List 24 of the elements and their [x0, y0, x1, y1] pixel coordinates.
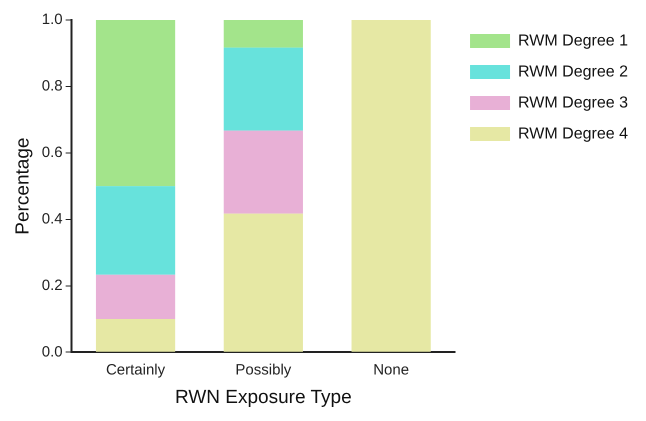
bar	[224, 214, 303, 352]
bar	[96, 274, 176, 319]
legend-label: RWM Degree 4	[518, 125, 628, 142]
x-tick-label: Possibly	[235, 361, 292, 378]
y-axis-title: Percentage	[12, 138, 34, 235]
y-tick-label: 0.4	[42, 210, 63, 228]
legend-label: RWM Degree 2	[518, 63, 628, 80]
bar	[96, 20, 176, 186]
y-tick-label: 0.0	[42, 343, 63, 360]
bar	[352, 20, 431, 352]
x-tick-label: None	[373, 361, 410, 378]
x-tick-label: Certainly	[106, 361, 166, 378]
bar	[96, 318, 176, 352]
y-tick-label: 0.8	[42, 78, 63, 95]
bar	[224, 130, 303, 214]
bar	[96, 186, 176, 275]
x-axis-title: RWN Exposure Type	[174, 386, 352, 408]
y-tick-label: 0.6	[42, 144, 63, 162]
y-tick-label: 1.0	[42, 11, 63, 28]
bar	[224, 20, 303, 48]
y-tick-label: 0.2	[42, 276, 63, 294]
legend-label: RWM Degree 3	[518, 94, 628, 112]
legend-label: RWM Degree 1	[518, 32, 628, 50]
bar	[224, 48, 303, 131]
